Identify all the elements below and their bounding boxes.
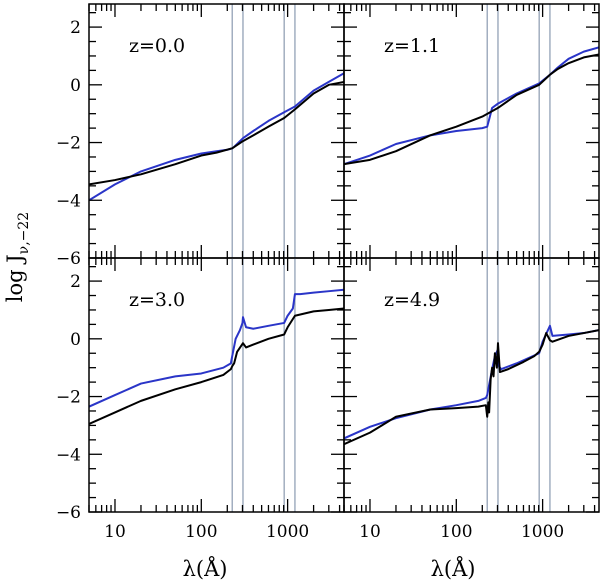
series-group (344, 46, 599, 166)
x-axis-title-left: λ(Å) (183, 556, 228, 581)
y-tick-label: 2 (70, 18, 81, 38)
series-line-black (89, 80, 344, 186)
panels-layer: z=0.0 −6 −4 −2 0 2 z=1.1 z=3.0 −6 −4 −2 0 2 10 100 1000… (56, 3, 600, 542)
series-line-blue (89, 288, 344, 408)
series-group (344, 324, 599, 446)
y-tick-label: −2 (56, 388, 81, 408)
panel-2: z=1.1 (343, 3, 600, 259)
y-axis-title: log Jν,−22 (3, 212, 32, 302)
y-tick-label: −6 (56, 249, 81, 269)
y-axis-title-subscript: ν,−22 (16, 212, 32, 255)
panel-label: z=4.9 (384, 289, 440, 311)
y-axis-title-main: log J (3, 254, 27, 302)
y-tick-label: −2 (56, 134, 81, 154)
panel-label: z=1.1 (384, 35, 440, 57)
panel-label: z=0.0 (129, 35, 185, 57)
y-tick-label: −4 (56, 191, 81, 211)
panel-label: z=3.0 (129, 289, 185, 311)
series-line-blue (344, 46, 599, 166)
x-axis-title-right: λ(Å) (431, 556, 476, 581)
panel-3: z=3.0 −6 −4 −2 0 2 10 100 1000 (56, 257, 345, 542)
y-tick-label: −6 (56, 503, 81, 523)
series-group (89, 72, 344, 202)
x-tick-label: 100 (185, 522, 217, 542)
series-group (89, 288, 344, 425)
series-line-black (344, 329, 599, 446)
panel-frame (88, 257, 345, 513)
x-tick-label: 100 (440, 522, 472, 542)
y-tick-label: 2 (70, 272, 81, 292)
panel-4: z=4.9 10 100 1000 (343, 257, 600, 542)
panel-frame (343, 257, 600, 513)
x-tick-label: 1000 (266, 522, 309, 542)
x-tick-label: 1000 (521, 522, 564, 542)
panel-frame (88, 3, 345, 259)
y-tick-label: −4 (56, 445, 81, 465)
series-line-black (89, 307, 344, 425)
series-line-blue (89, 72, 344, 202)
y-tick-label: 0 (70, 76, 81, 96)
series-line-blue (344, 324, 599, 440)
panel-frame (343, 3, 600, 259)
series-line-black (344, 53, 599, 166)
x-tick-label: 10 (359, 522, 381, 542)
x-tick-label: 10 (104, 522, 126, 542)
y-tick-label: 0 (70, 330, 81, 350)
panel-1: z=0.0 −6 −4 −2 0 2 (56, 3, 345, 269)
